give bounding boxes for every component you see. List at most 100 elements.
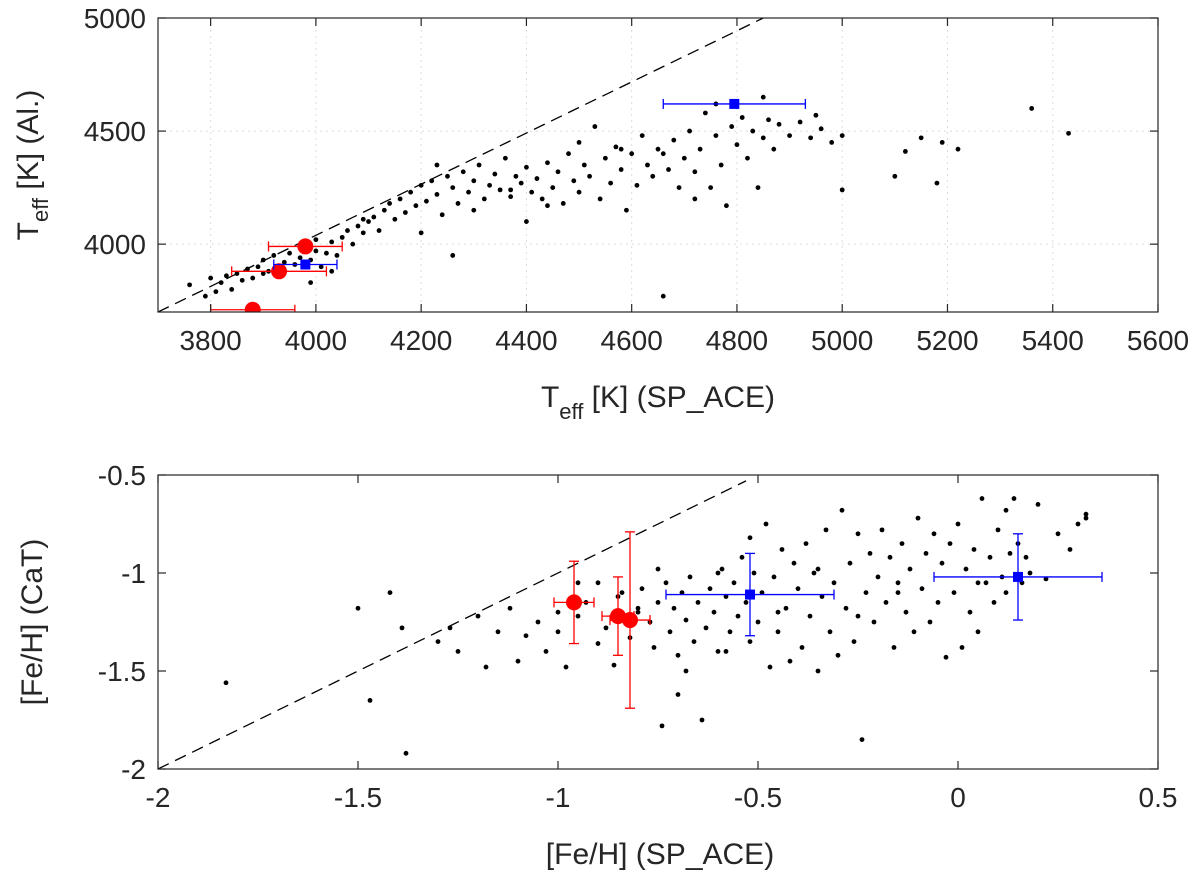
feh-star-point [595,580,601,586]
teff-star-point [434,192,440,197]
teff-star-point [281,259,287,265]
feh-star-point [731,580,737,586]
feh-marks [158,480,1103,769]
feh-star-point [655,566,661,572]
teff-star-point [245,266,250,272]
feh-star-point [695,600,701,605]
feh-star-point [611,662,617,668]
teff-star-point [618,146,624,152]
feh-star-point [915,515,921,521]
teff-star-point [550,185,556,191]
feh-star-point [791,560,797,566]
teff-star-point [260,271,266,276]
teff-star-point [450,185,456,191]
feh-star-point [935,600,941,605]
teff-star-point [660,293,666,299]
feh-star-point [815,566,821,572]
feh-xtick-label: 0.5 [1139,782,1178,813]
teff-star-point [345,228,350,233]
feh-star-point [687,574,693,580]
feh-star-point [1083,515,1089,521]
feh-star-point [507,605,513,611]
teff-star-point [229,286,235,292]
teff-ylabel-rest: [K] (Al.) [12,90,45,198]
teff-ytick-label: 4000 [84,229,146,260]
feh-star-point [895,580,901,586]
feh-star-point [655,600,661,605]
feh-star-point [703,625,709,631]
feh-star-point [651,645,657,650]
teff-star-point [1029,106,1035,111]
teff-star-point [271,253,277,258]
teff-star-point [524,219,529,224]
feh-star-point [947,541,953,546]
feh-xtick-label: -1.5 [334,782,382,813]
teff-ytick-label: 5000 [84,3,146,34]
feh-star-point [387,590,393,595]
feh-star-point [803,541,809,546]
feh-star-point [751,570,757,576]
teff-star-point [308,280,314,285]
teff-star-point [624,207,629,213]
teff-star-point [445,173,450,179]
teff-star-point [581,162,587,168]
teff-star-point [324,250,329,256]
feh-star-point [743,600,749,605]
teff-star-point [829,139,835,145]
teff-star-point [592,124,598,129]
teff-blue-point [729,98,740,109]
teff-axis-ticks: 3800 4000 4200 4400 4600 4800 5000 5200 5400 5600… [84,3,1189,356]
feh-star-point [679,590,685,595]
teff-star-point [660,151,666,157]
feh-star-point [675,652,681,658]
teff-star-point [939,139,945,145]
teff-star-point [360,230,366,236]
feh-star-point [995,527,1001,533]
teff-star-point [387,201,392,206]
teff-star-point [460,169,466,175]
teff-star-point [397,196,403,202]
feh-star-point [943,654,949,660]
teff-star-point [518,180,524,186]
feh-star-point [871,619,877,625]
feh-ytick-label: -2 [121,754,146,785]
teff-star-point [492,171,498,177]
teff-xtick-label: 4200 [390,325,452,356]
feh-star-point [1023,554,1029,560]
feh-star-point [475,613,481,619]
feh-star-point [851,639,857,644]
feh-star-point [619,590,625,595]
feh-star-point [555,629,561,635]
teff-star-point [329,268,335,274]
teff-star-point [608,180,614,186]
feh-star-point [659,723,665,729]
teff-star-point [187,282,192,288]
feh-star-point [819,594,825,599]
teff-star-point [760,94,766,100]
teff-star-point [450,253,456,258]
teff-star-point [313,248,319,254]
teff-xtick-label: 3800 [179,325,241,356]
teff-star-point [818,126,824,132]
teff-star-point [634,182,640,188]
teff-star-point [692,196,698,202]
teff-xlabel: Teff [K] (SP_ACE) [541,381,775,424]
teff-star-point [797,119,803,125]
teff-star-point [313,237,319,243]
feh-star-point [795,586,801,592]
feh-star-point [727,629,733,635]
feh-ytick-label: -0.5 [98,460,146,491]
teff-star-point [350,241,356,247]
feh-star-point [963,566,969,572]
feh-star-point [959,645,965,650]
teff-star-point [639,133,645,139]
teff-star-point [287,250,292,256]
teff-star-point [755,185,761,191]
feh-blue-point [1013,571,1023,582]
teff-reference-line [158,18,764,312]
teff-star-point [508,187,514,193]
feh-star-point [903,609,909,615]
teff-star-point [718,162,724,168]
feh-star-point [719,566,725,572]
